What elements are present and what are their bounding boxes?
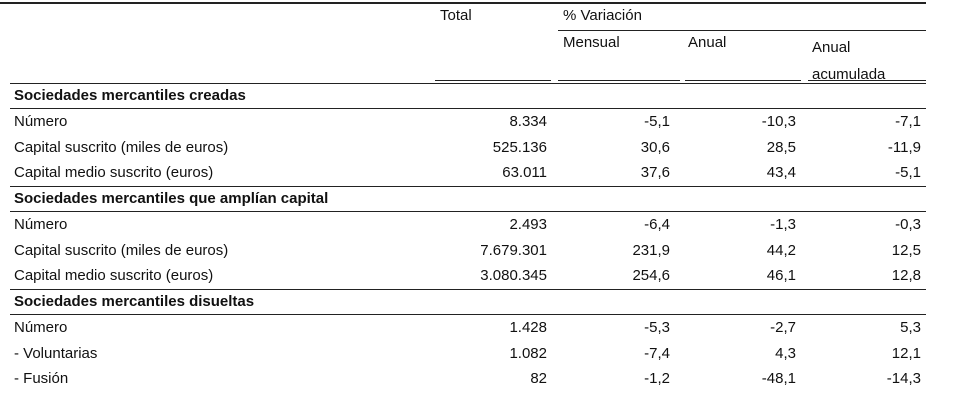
cell-value: 7.679.301 [480, 241, 547, 259]
cell-value: 43,4 [766, 164, 796, 182]
cell-value: -1,3 [770, 215, 796, 233]
header-total: Total [440, 7, 472, 24]
cell-value: -14,3 [886, 370, 921, 388]
row-label: Capital medio suscrito (euros) [14, 267, 214, 285]
cell-value: 1.428 [509, 318, 547, 336]
cell-value: -6,4 [644, 215, 670, 233]
cell-value: 12,8 [891, 267, 921, 285]
cell-value: -7,4 [644, 344, 670, 362]
cell-value: 63.011 [502, 164, 547, 182]
cell-value: 37,6 [640, 164, 670, 182]
cell-value: 44,2 [766, 241, 796, 259]
cell-value: -11,9 [887, 138, 921, 156]
header-variation: % Variación [563, 7, 642, 24]
header-cumulative: Anual acumulada [812, 39, 886, 83]
cell-value: -10,3 [761, 112, 796, 130]
rule [558, 80, 680, 81]
cell-value: 8.334 [509, 112, 547, 130]
rule [10, 289, 926, 290]
rule [808, 80, 926, 81]
cell-value: -48,1 [761, 370, 796, 388]
cell-value: 12,1 [891, 344, 921, 362]
header-monthly: Mensual [563, 34, 620, 51]
cell-value: 30,6 [640, 138, 670, 156]
cell-value: -1,2 [644, 370, 670, 388]
row-label: Número [14, 215, 68, 233]
cell-value: 231,9 [632, 241, 670, 259]
cell-value: -5,3 [644, 318, 670, 336]
cell-value: -2,7 [770, 318, 796, 336]
row-label: Capital suscrito (miles de euros) [14, 241, 229, 259]
cell-value: 5,3 [900, 318, 921, 336]
rule [10, 314, 926, 315]
cell-value: 82 [530, 370, 547, 388]
top-rule [0, 2, 926, 4]
row-label: Capital medio suscrito (euros) [14, 164, 214, 182]
cell-value: -7,1 [895, 112, 921, 130]
cell-value: 254,6 [632, 267, 670, 285]
cell-value: 4,3 [775, 344, 796, 362]
rule [435, 80, 551, 81]
header-annual: Anual [688, 34, 727, 51]
cell-value: -0,3 [895, 215, 921, 233]
cell-value: -5,1 [644, 112, 670, 130]
row-label: - Fusión [14, 370, 69, 388]
cell-value: 46,1 [766, 267, 796, 285]
rule [10, 108, 926, 109]
cell-value: 3.080.345 [480, 267, 547, 285]
cell-value: -5,1 [895, 164, 921, 182]
row-label: Número [14, 112, 68, 130]
section-title: Sociedades mercantiles creadas [14, 87, 246, 104]
row-label: - Voluntarias [14, 344, 98, 362]
cell-value: 12,5 [891, 241, 921, 259]
row-label: Número [14, 318, 68, 336]
cell-value: 2.493 [509, 215, 547, 233]
section-title: Sociedades mercantiles que amplían capit… [14, 190, 329, 207]
rule [10, 186, 926, 187]
row-label: Capital suscrito (miles de euros) [14, 138, 229, 156]
rule [10, 211, 926, 212]
cell-value: 525.136 [492, 138, 547, 156]
section-title: Sociedades mercantiles disueltas [14, 293, 255, 310]
cell-value: 1.082 [509, 344, 547, 362]
rule [10, 83, 926, 84]
cell-value: 28,5 [766, 138, 796, 156]
rule [558, 30, 926, 31]
rule [685, 80, 801, 81]
